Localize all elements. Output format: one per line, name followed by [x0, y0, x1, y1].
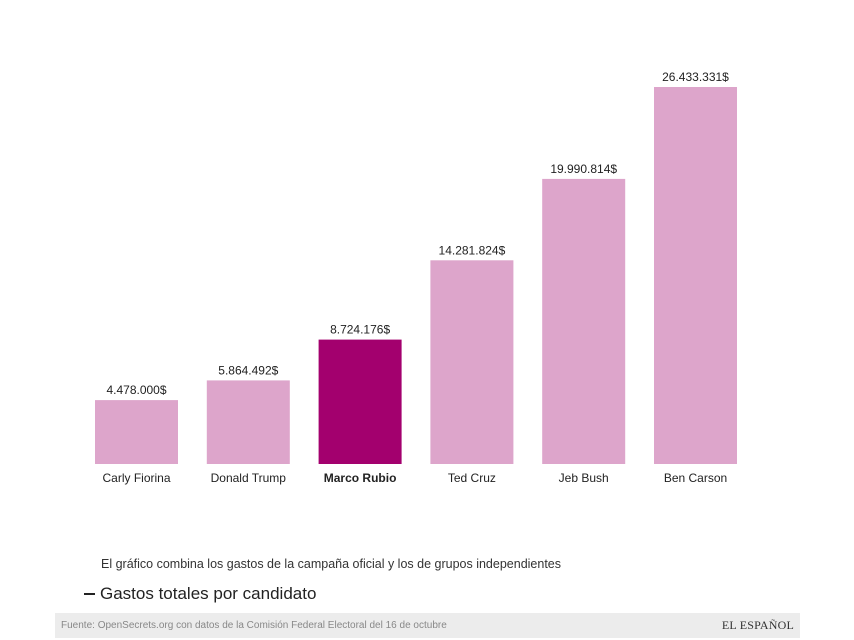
chart-title: Gastos totales por candidato — [100, 584, 317, 603]
bar-donald-trump — [206, 380, 290, 464]
title-dash — [84, 593, 95, 595]
bar-ted-cruz — [430, 260, 514, 464]
bar-ben-carson — [654, 87, 737, 464]
value-label-carly-fiorina: 4.478.000$ — [106, 383, 166, 397]
chart-title-block: Gastos totales por candidato — [84, 584, 316, 604]
value-label-marco-rubio: 8.724.176$ — [330, 323, 390, 337]
bar-marco-rubio — [318, 339, 402, 464]
category-label-ted-cruz: Ted Cruz — [448, 471, 496, 485]
category-label-jeb-bush: Jeb Bush — [559, 471, 609, 485]
bar-chart: 4.478.000$ Carly Fiorina 5.864.492$ Donald … — [95, 70, 737, 485]
category-label-marco-rubio: Marco Rubio — [324, 471, 397, 485]
bar-carly-fiorina — [95, 400, 178, 464]
bar-jeb-bush — [542, 178, 626, 464]
source-note: Fuente: OpenSecrets.org con datos de la … — [61, 620, 447, 631]
brand-logo: EL ESPAÑOL — [721, 618, 794, 632]
value-label-jeb-bush: 19.990.814$ — [550, 162, 617, 176]
footer-bar: Fuente: OpenSecrets.org con datos de la … — [55, 613, 800, 638]
value-label-donald-trump: 5.864.492$ — [218, 363, 278, 377]
value-label-ted-cruz: 14.281.824$ — [439, 243, 506, 257]
value-label-ben-carson: 26.433.331$ — [662, 70, 729, 84]
chart-subtitle: El gráfico combina los gastos de la camp… — [101, 557, 561, 571]
category-label-carly-fiorina: Carly Fiorina — [102, 471, 170, 485]
category-label-donald-trump: Donald Trump — [211, 471, 287, 485]
category-label-ben-carson: Ben Carson — [664, 471, 727, 485]
